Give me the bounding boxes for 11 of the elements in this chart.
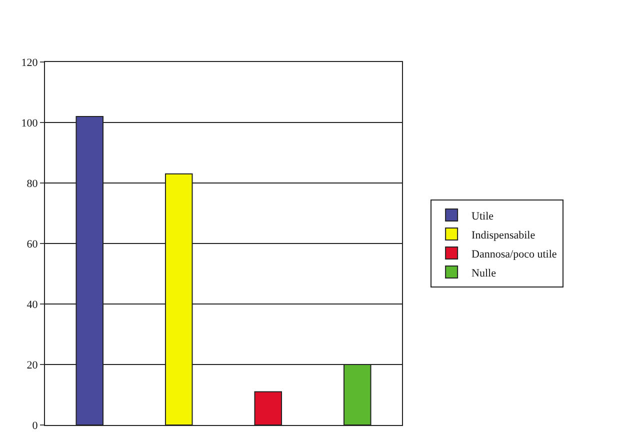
legend-label: Utile xyxy=(472,210,494,222)
legend-label: Indispensabile xyxy=(472,229,536,242)
y-tick-label: 20 xyxy=(26,359,38,372)
y-tick-label: 40 xyxy=(26,298,38,311)
y-tick-label: 100 xyxy=(21,117,38,130)
y-tick-label: 80 xyxy=(26,178,38,190)
y-tick-label: 120 xyxy=(21,56,38,69)
legend-label: Nulle xyxy=(472,267,496,280)
legend-label: Dannosa/poco utile xyxy=(472,248,557,260)
y-tick-label: 0 xyxy=(32,420,38,432)
y-tick-label: 60 xyxy=(26,238,38,250)
